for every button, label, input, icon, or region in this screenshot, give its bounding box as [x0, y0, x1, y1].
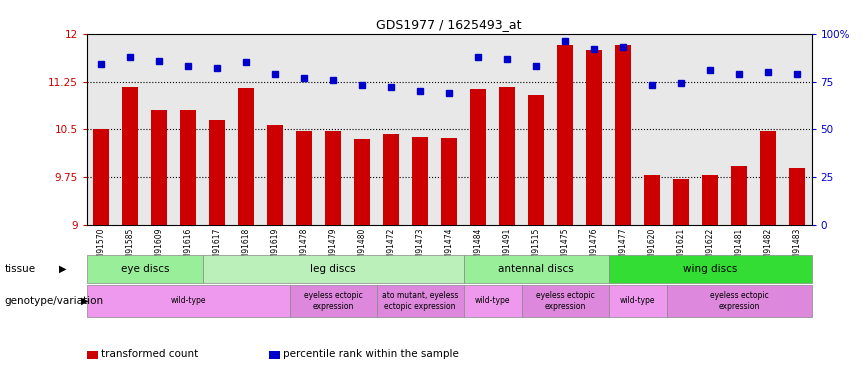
Bar	[87, 255, 203, 283]
Bar	[326, 131, 341, 225]
Bar	[608, 285, 667, 317]
Text: ▶: ▶	[59, 264, 67, 274]
Text: wild-type: wild-type	[475, 296, 510, 305]
Text: wing discs: wing discs	[683, 264, 737, 274]
Text: ▶: ▶	[81, 296, 89, 306]
Text: eyeless ectopic
expression: eyeless ectopic expression	[710, 291, 768, 311]
Text: antennal discs: antennal discs	[498, 264, 574, 274]
Bar	[586, 50, 602, 225]
Bar	[731, 166, 747, 225]
Bar	[203, 255, 464, 283]
Bar	[674, 179, 689, 225]
Bar	[470, 89, 486, 225]
Bar	[87, 285, 290, 317]
Bar	[615, 45, 631, 225]
Bar	[151, 110, 168, 225]
Text: eye discs: eye discs	[121, 264, 169, 274]
Bar	[377, 285, 464, 317]
Bar	[464, 285, 522, 317]
Bar	[441, 138, 457, 225]
Text: percentile rank within the sample: percentile rank within the sample	[283, 350, 459, 359]
Text: wild-type: wild-type	[170, 296, 206, 305]
Bar	[464, 255, 608, 283]
Text: tissue: tissue	[4, 264, 36, 274]
Bar	[267, 125, 283, 225]
Bar	[644, 175, 660, 225]
Bar	[122, 87, 138, 225]
Text: eyeless ectopic
expression: eyeless ectopic expression	[304, 291, 363, 311]
Bar	[296, 130, 312, 225]
Bar	[702, 175, 718, 225]
Bar	[354, 139, 370, 225]
Bar	[94, 129, 109, 225]
Bar	[209, 120, 225, 225]
Bar	[608, 255, 812, 283]
Text: ato mutant, eyeless
ectopic expression: ato mutant, eyeless ectopic expression	[382, 291, 458, 311]
Bar	[529, 95, 544, 225]
Text: transformed count: transformed count	[101, 350, 198, 359]
Text: wild-type: wild-type	[620, 296, 655, 305]
Bar	[412, 137, 428, 225]
Bar	[789, 168, 805, 225]
Bar	[499, 87, 515, 225]
Bar	[557, 45, 573, 225]
Bar	[290, 285, 377, 317]
Title: GDS1977 / 1625493_at: GDS1977 / 1625493_at	[377, 18, 522, 31]
Text: eyeless ectopic
expression: eyeless ectopic expression	[536, 291, 595, 311]
Text: leg discs: leg discs	[311, 264, 356, 274]
Bar	[181, 110, 196, 225]
Bar	[384, 134, 399, 225]
Bar	[760, 131, 776, 225]
Bar	[239, 88, 254, 225]
Text: genotype/variation: genotype/variation	[4, 296, 103, 306]
Bar	[522, 285, 608, 317]
Bar	[667, 285, 812, 317]
